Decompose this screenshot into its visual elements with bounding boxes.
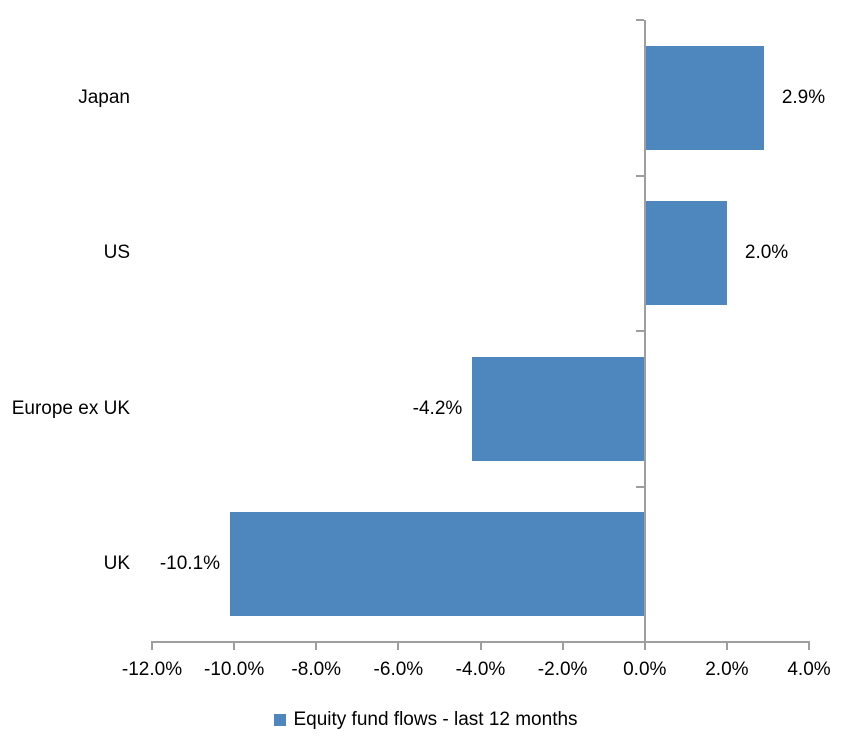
x-axis-tick-label: -4.0% [455,659,506,680]
x-axis-tick [397,642,400,650]
legend: Equity fund flows - last 12 months [0,706,852,734]
category-label: Europe ex UK [11,397,130,419]
value-label: -4.2% [412,397,463,419]
x-axis-tick-label: -12.0% [121,659,183,680]
value-label: 2.0% [744,242,789,264]
x-axis-tick [315,642,318,650]
category-axis-tick [635,485,644,488]
x-axis-tick [233,642,236,650]
category-label: Japan [78,86,130,108]
category-label: US [103,242,130,264]
category-axis-tick [635,330,644,332]
x-axis-tick-label: -10.0% [204,659,265,680]
x-axis-tick [479,642,482,650]
x-axis-tick-label: 2.0% [705,659,749,680]
category-label: UK [103,553,130,575]
value-label: 2.9% [781,86,826,108]
value-label: -10.1% [159,553,221,575]
x-axis-tick-label: 0.0% [623,659,667,680]
category-axis-tick [635,19,644,21]
x-axis-tick-label: -2.0% [537,659,588,680]
x-axis-tick [561,642,564,650]
x-axis-tick [643,642,646,650]
category-axis-tick [635,174,644,177]
bar [644,45,764,150]
x-axis-tick-label: -8.0% [291,659,342,680]
x-axis-tick [808,642,810,650]
x-axis-tick-label: 4.0% [787,659,831,680]
x-axis-tick [151,642,153,650]
legend-label: Equity fund flows - last 12 months [293,709,578,730]
zero-line [643,20,646,650]
bar [472,356,645,461]
bar [230,512,645,617]
legend-swatch-icon [274,714,287,726]
bar [644,201,727,306]
x-axis-tick [725,642,728,650]
x-axis-tick-label: -6.0% [373,659,424,680]
